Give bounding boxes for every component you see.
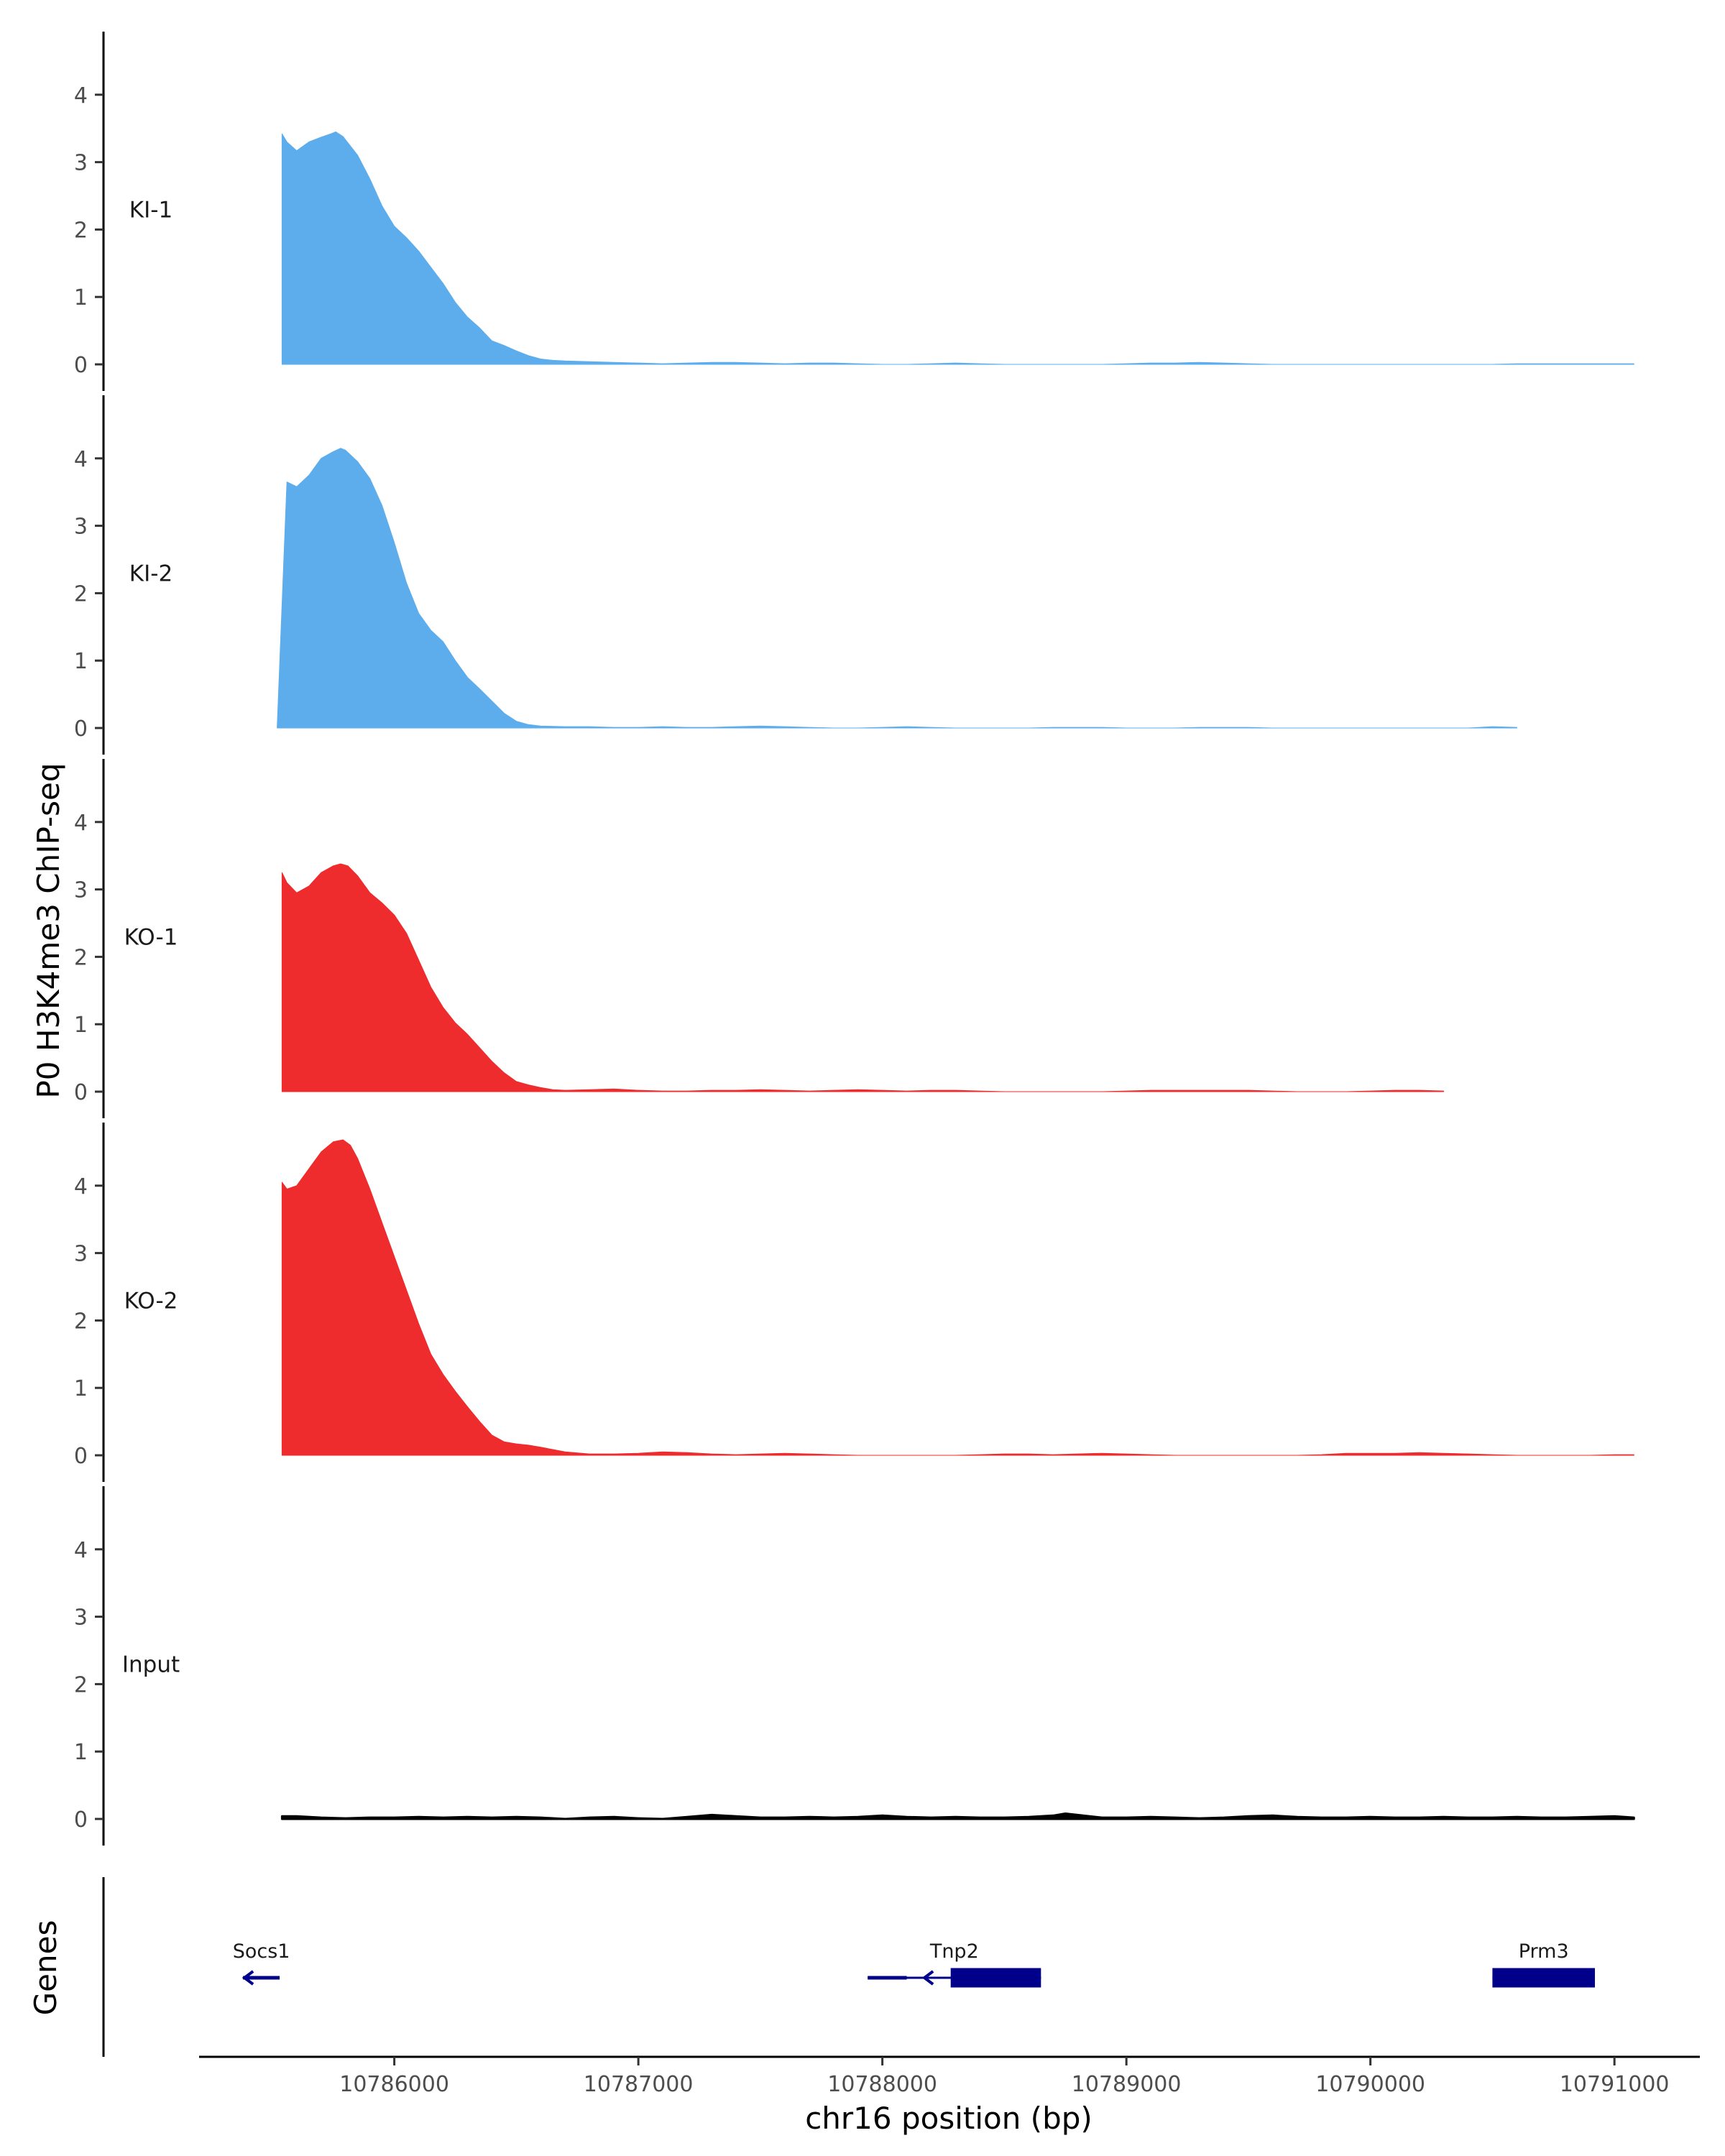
y-tick-label: 3 [74, 515, 88, 540]
track-ko-1: 0 1 2 3 4 KO-1 [74, 759, 1444, 1118]
x-axis-title: chr16 position (bp) [805, 2101, 1092, 2136]
y-tick-label: 1 [74, 285, 88, 310]
strand-arrow [1493, 1970, 1505, 1986]
gene-track: Socs1 Tnp2 Prm3 [102, 1877, 1596, 2057]
track-ki-1: 0 1 2 3 4 KI-1 [74, 32, 1634, 391]
y-tick-label: 3 [74, 878, 88, 903]
y-tick-label: 0 [74, 1807, 88, 1833]
y-tick-label: 4 [74, 1538, 88, 1563]
signal-area [280, 1812, 1635, 1820]
x-tick-label: 10788000 [827, 2072, 937, 2097]
y-tick-label: 3 [74, 151, 88, 176]
y-tick-label: 0 [74, 353, 88, 378]
y-tick-label: 1 [74, 1740, 88, 1765]
y-tick-label: 1 [74, 1013, 88, 1038]
signal-area [281, 1139, 1634, 1456]
x-tick-label: 10786000 [339, 2072, 449, 2097]
gene-track-title: Genes [28, 1920, 63, 2016]
track-ki-2: 0 1 2 3 4 KI-2 [74, 395, 1517, 755]
signal-area [281, 863, 1444, 1092]
y-tick-label: 0 [74, 717, 88, 742]
track-label: Input [122, 1651, 180, 1677]
track-label: KO-2 [124, 1288, 178, 1314]
y-tick-label: 4 [74, 447, 88, 472]
track-label: KI-2 [129, 561, 172, 586]
y-tick-label: 0 [74, 1444, 88, 1469]
gene-label: Socs1 [233, 1940, 290, 1963]
track-label: KO-1 [124, 924, 178, 950]
y-tick-label: 4 [74, 83, 88, 109]
x-tick-label: 10791000 [1560, 2072, 1670, 2097]
x-tick-label: 10790000 [1315, 2072, 1425, 2097]
y-tick-label: 3 [74, 1242, 88, 1267]
track-ko-2: 0 1 2 3 4 KO-2 [74, 1123, 1634, 1482]
x-tick-label: 10789000 [1072, 2072, 1182, 2097]
strand-arrow [921, 1970, 934, 1986]
x-tick-label: 10787000 [584, 2072, 694, 2097]
gene-exon [950, 1968, 1041, 1988]
x-axis: 10786000 10787000 10788000 10789000 10790000… [199, 2055, 1700, 2097]
track-input: 0 1 2 3 4 Input [74, 1486, 1635, 1846]
y-tick-label: 1 [74, 1376, 88, 1401]
gene-label: Prm3 [1519, 1940, 1569, 1963]
y-tick-label: 2 [74, 581, 88, 607]
y-tick-label: 3 [74, 1606, 88, 1631]
y-tick-label: 0 [74, 1080, 88, 1105]
signal-area [281, 131, 1634, 365]
y-tick-label: 2 [74, 945, 88, 970]
y-tick-label: 1 [74, 649, 88, 674]
y-tick-label: 2 [74, 1309, 88, 1334]
gene-label: Tnp2 [929, 1940, 979, 1963]
y-tick-label: 2 [74, 218, 88, 243]
signal-tracks: 0 1 2 3 4 KI-1 0 1 2 3 4 KI-2 0 1 2 3 4 KO-1 0 1 2 3 4 KO-2 0 1 2 3… [74, 32, 1635, 1846]
y-axis-title: P0 H3K4me3 ChIP-seq [31, 763, 66, 1098]
gene-prm3: Prm3 [1492, 1940, 1596, 1988]
y-tick-label: 4 [74, 811, 88, 836]
y-tick-label: 2 [74, 1672, 88, 1697]
gene-exon [1492, 1968, 1596, 1988]
track-label: KI-1 [129, 197, 172, 223]
gene-socs1: Socs1 [233, 1940, 290, 1986]
signal-area [277, 448, 1517, 729]
gene-tnp2: Tnp2 [868, 1940, 1041, 1988]
strand-arrow [242, 1970, 254, 1986]
y-tick-label: 4 [74, 1174, 88, 1199]
